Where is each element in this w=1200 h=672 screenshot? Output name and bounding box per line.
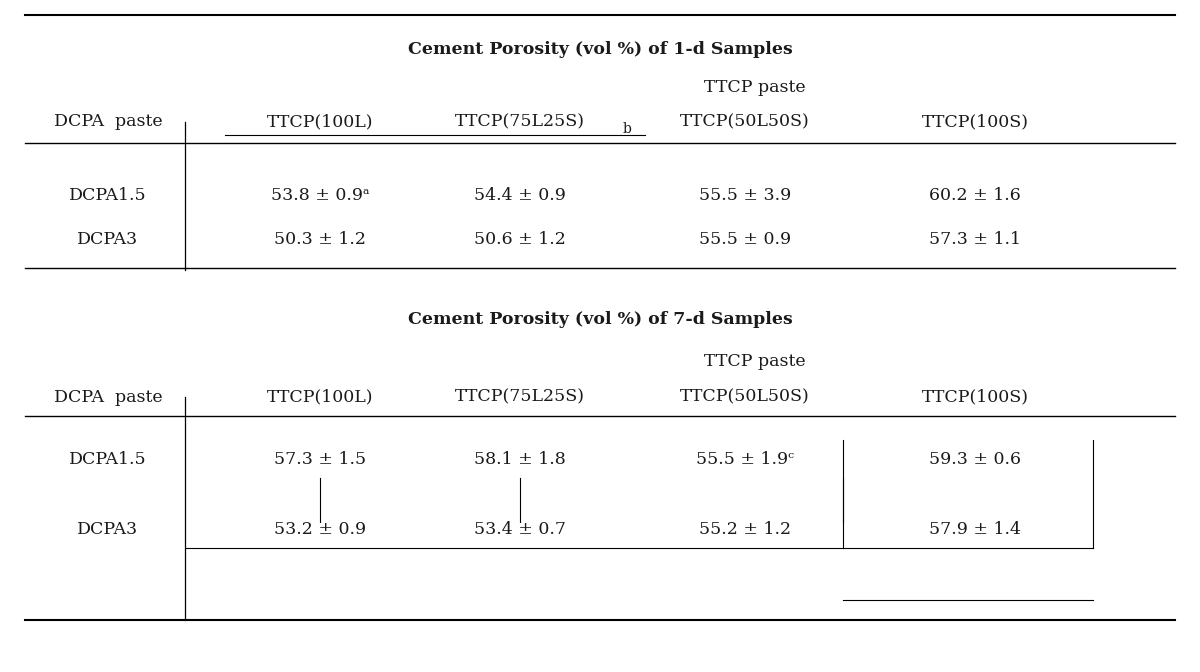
Text: 55.5 ± 3.9: 55.5 ± 3.9 <box>698 187 791 204</box>
Text: 53.8 ± 0.9ᵃ: 53.8 ± 0.9ᵃ <box>271 187 370 204</box>
Text: TTCP(75L25S): TTCP(75L25S) <box>455 114 586 130</box>
Text: 57.9 ± 1.4: 57.9 ± 1.4 <box>929 521 1021 538</box>
Text: 50.6 ± 1.2: 50.6 ± 1.2 <box>474 231 566 249</box>
Text: 55.5 ± 1.9ᶜ: 55.5 ± 1.9ᶜ <box>696 452 794 468</box>
Text: TTCP(50L50S): TTCP(50L50S) <box>680 388 810 405</box>
Text: TTCP(100L): TTCP(100L) <box>266 388 373 405</box>
Text: 55.2 ± 1.2: 55.2 ± 1.2 <box>698 521 791 538</box>
Text: 57.3 ± 1.5: 57.3 ± 1.5 <box>274 452 366 468</box>
Text: DCPA1.5: DCPA1.5 <box>70 452 146 468</box>
Text: TTCP paste: TTCP paste <box>704 79 806 97</box>
Text: TTCP(100S): TTCP(100S) <box>922 388 1028 405</box>
Text: 59.3 ± 0.6: 59.3 ± 0.6 <box>929 452 1021 468</box>
Text: 53.2 ± 0.9: 53.2 ± 0.9 <box>274 521 366 538</box>
Text: Cement Porosity (vol %) of 7-d Samples: Cement Porosity (vol %) of 7-d Samples <box>408 312 792 329</box>
Text: TTCP(50L50S): TTCP(50L50S) <box>680 114 810 130</box>
Text: DCPA3: DCPA3 <box>78 231 138 249</box>
Text: DCPA1.5: DCPA1.5 <box>70 187 146 204</box>
Text: 57.3 ± 1.1: 57.3 ± 1.1 <box>929 231 1021 249</box>
Text: TTCP(100L): TTCP(100L) <box>266 114 373 130</box>
Text: 50.3 ± 1.2: 50.3 ± 1.2 <box>274 231 366 249</box>
Text: DCPA  paste: DCPA paste <box>54 388 162 405</box>
Text: DCPA3: DCPA3 <box>78 521 138 538</box>
Text: 55.5 ± 0.9: 55.5 ± 0.9 <box>698 231 791 249</box>
Text: 58.1 ± 1.8: 58.1 ± 1.8 <box>474 452 566 468</box>
Text: Cement Porosity (vol %) of 1-d Samples: Cement Porosity (vol %) of 1-d Samples <box>408 42 792 58</box>
Text: 53.4 ± 0.7: 53.4 ± 0.7 <box>474 521 566 538</box>
Text: DCPA  paste: DCPA paste <box>54 114 162 130</box>
Text: TTCP(100S): TTCP(100S) <box>922 114 1028 130</box>
Text: TTCP paste: TTCP paste <box>704 353 806 370</box>
Text: b: b <box>623 122 632 136</box>
Text: 54.4 ± 0.9: 54.4 ± 0.9 <box>474 187 566 204</box>
Text: 60.2 ± 1.6: 60.2 ± 1.6 <box>929 187 1021 204</box>
Text: TTCP(75L25S): TTCP(75L25S) <box>455 388 586 405</box>
